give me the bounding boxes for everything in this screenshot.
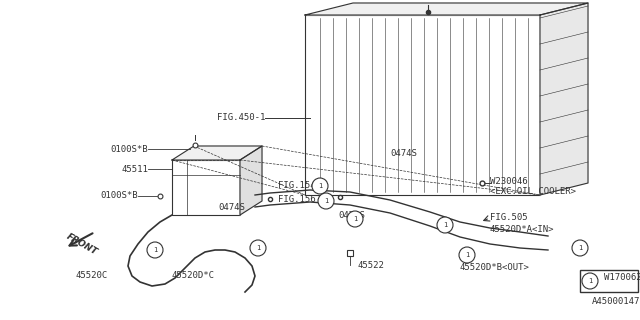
Circle shape [312, 178, 328, 194]
Circle shape [147, 242, 163, 258]
Text: 1: 1 [588, 278, 592, 284]
Text: 0100S*B: 0100S*B [110, 145, 148, 154]
Text: FIG.154: FIG.154 [278, 180, 316, 189]
Text: 1: 1 [153, 247, 157, 253]
Text: 45520C: 45520C [76, 271, 108, 281]
Text: 1: 1 [353, 216, 357, 222]
Polygon shape [305, 15, 540, 195]
Text: 1: 1 [443, 222, 447, 228]
Text: 45520D*A<IN>: 45520D*A<IN> [490, 226, 554, 235]
Text: 45522: 45522 [358, 260, 385, 269]
Text: FRONT: FRONT [65, 232, 99, 256]
Text: 0474S: 0474S [218, 203, 245, 212]
Text: 1: 1 [318, 183, 322, 189]
Text: 1: 1 [256, 245, 260, 251]
Circle shape [572, 240, 588, 256]
Polygon shape [172, 160, 240, 215]
Polygon shape [172, 146, 262, 160]
Text: FIG.505: FIG.505 [490, 213, 527, 222]
Circle shape [437, 217, 453, 233]
Text: W230046: W230046 [490, 177, 527, 186]
Text: 1: 1 [465, 252, 469, 258]
Text: 0474S: 0474S [390, 148, 417, 157]
Text: 0100S*B: 0100S*B [100, 191, 138, 201]
Text: <EXC.OIL COOLER>: <EXC.OIL COOLER> [490, 188, 576, 196]
Text: 45520D*B<OUT>: 45520D*B<OUT> [460, 263, 530, 273]
Text: 1: 1 [324, 198, 328, 204]
Text: FIG.156: FIG.156 [278, 196, 316, 204]
Circle shape [318, 193, 334, 209]
Text: A450001473: A450001473 [592, 297, 640, 306]
Polygon shape [540, 3, 588, 195]
Text: 45511: 45511 [121, 164, 148, 173]
Text: 45520D*C: 45520D*C [172, 271, 215, 281]
Polygon shape [305, 3, 588, 15]
Circle shape [459, 247, 475, 263]
Text: W170062: W170062 [604, 273, 640, 282]
Text: FIG.450-1: FIG.450-1 [216, 114, 265, 123]
Circle shape [347, 211, 363, 227]
Circle shape [250, 240, 266, 256]
Text: 1: 1 [578, 245, 582, 251]
Circle shape [582, 273, 598, 289]
Text: 0474S: 0474S [338, 212, 365, 220]
Polygon shape [240, 146, 262, 215]
